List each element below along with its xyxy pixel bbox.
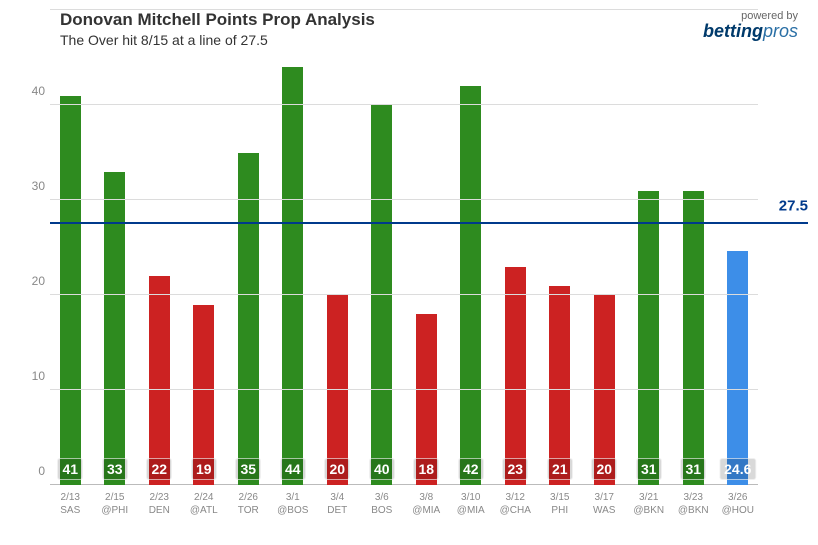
chart-container: Donovan Mitchell Points Prop Analysis Th… [0,0,818,545]
bar: 40 [371,105,392,485]
bar: 20 [327,295,348,485]
bar-slot: 332/15@PHI [100,10,131,485]
x-axis-label: 3/4DET [327,491,347,517]
bar-value-label: 23 [502,458,528,480]
bar-value-label: 31 [636,458,662,480]
bar: 20 [594,295,615,485]
x-axis-label: 2/24@ATL [190,491,218,517]
x-axis-label: 3/15PHI [550,491,569,517]
y-axis-label: 30 [20,179,45,193]
bar: 23 [505,267,526,486]
bar: 24.6 [727,251,748,485]
x-axis-label: 2/15@PHI [101,491,128,517]
bar-slot: 203/17WAS [589,10,620,485]
bar: 21 [549,286,570,486]
gridline [50,9,758,10]
x-axis-label: 3/1@BOS [277,491,308,517]
bar-slot: 352/26TOR [233,10,264,485]
x-axis-label: 3/10@MIA [457,491,485,517]
bar-slot: 443/1@BOS [278,10,309,485]
bar-value-label: 41 [57,458,83,480]
prop-line [50,222,808,224]
bar: 19 [193,305,214,486]
y-axis-label: 10 [20,369,45,383]
bar-value-label: 18 [413,458,439,480]
y-axis-label: 20 [20,274,45,288]
prop-line-label: 27.5 [763,197,808,214]
bar-slot: 412/13SAS [55,10,86,485]
bar-value-label: 22 [146,458,172,480]
y-axis-label: 0 [20,464,45,478]
bar: 22 [149,276,170,485]
bar-value-label: 40 [369,458,395,480]
bar: 18 [416,314,437,485]
y-axis-label: 50 [20,0,45,3]
x-axis-label: 3/23@BKN [678,491,709,517]
x-axis-label: 3/21@BKN [633,491,664,517]
bar: 33 [104,172,125,486]
bar-value-label: 24.6 [719,458,756,480]
x-axis-label: 2/26TOR [238,491,259,517]
bar: 31 [683,191,704,486]
x-axis-label: 3/17WAS [593,491,615,517]
bar-value-label: 44 [280,458,306,480]
bar: 42 [460,86,481,485]
bar-value-label: 31 [680,458,706,480]
bar-value-label: 42 [458,458,484,480]
gridline [50,389,758,390]
gridline [50,294,758,295]
plot-area: 412/13SAS 332/15@PHI 222/23DEN 192/24@ATL 35… [50,10,758,485]
y-axis-label: 40 [20,84,45,98]
bar-slot: 423/10@MIA [456,10,487,485]
bar-value-label: 33 [102,458,128,480]
bar-slot: 24.63/26@HOU [723,10,754,485]
x-axis-label: 3/6BOS [371,491,392,517]
bar-slot: 233/12@CHA [500,10,531,485]
x-axis-label: 3/26@HOU [722,491,754,517]
bar-slot: 213/15PHI [545,10,576,485]
bar: 44 [282,67,303,485]
bar: 41 [60,96,81,486]
bar: 31 [638,191,659,486]
gridline [50,104,758,105]
bar-slot: 403/6BOS [367,10,398,485]
x-axis-label: 2/13SAS [60,491,80,517]
x-axis-label: 2/23DEN [149,491,170,517]
bar-value-label: 19 [191,458,217,480]
bars-group: 412/13SAS 332/15@PHI 222/23DEN 192/24@ATL 35… [55,10,753,485]
bar-slot: 203/4DET [322,10,353,485]
bar-value-label: 20 [591,458,617,480]
x-axis-label: 3/12@CHA [500,491,531,517]
bar-slot: 313/23@BKN [678,10,709,485]
bar-value-label: 21 [547,458,573,480]
bar-slot: 222/23DEN [144,10,175,485]
bar-slot: 192/24@ATL [189,10,220,485]
bar-slot: 313/21@BKN [634,10,665,485]
bar-value-label: 20 [324,458,350,480]
bar-slot: 183/8@MIA [411,10,442,485]
bar: 35 [238,153,259,486]
gridline [50,199,758,200]
x-axis-label: 3/8@MIA [412,491,440,517]
bar-value-label: 35 [235,458,261,480]
brand-name-part-b: pros [763,21,798,41]
